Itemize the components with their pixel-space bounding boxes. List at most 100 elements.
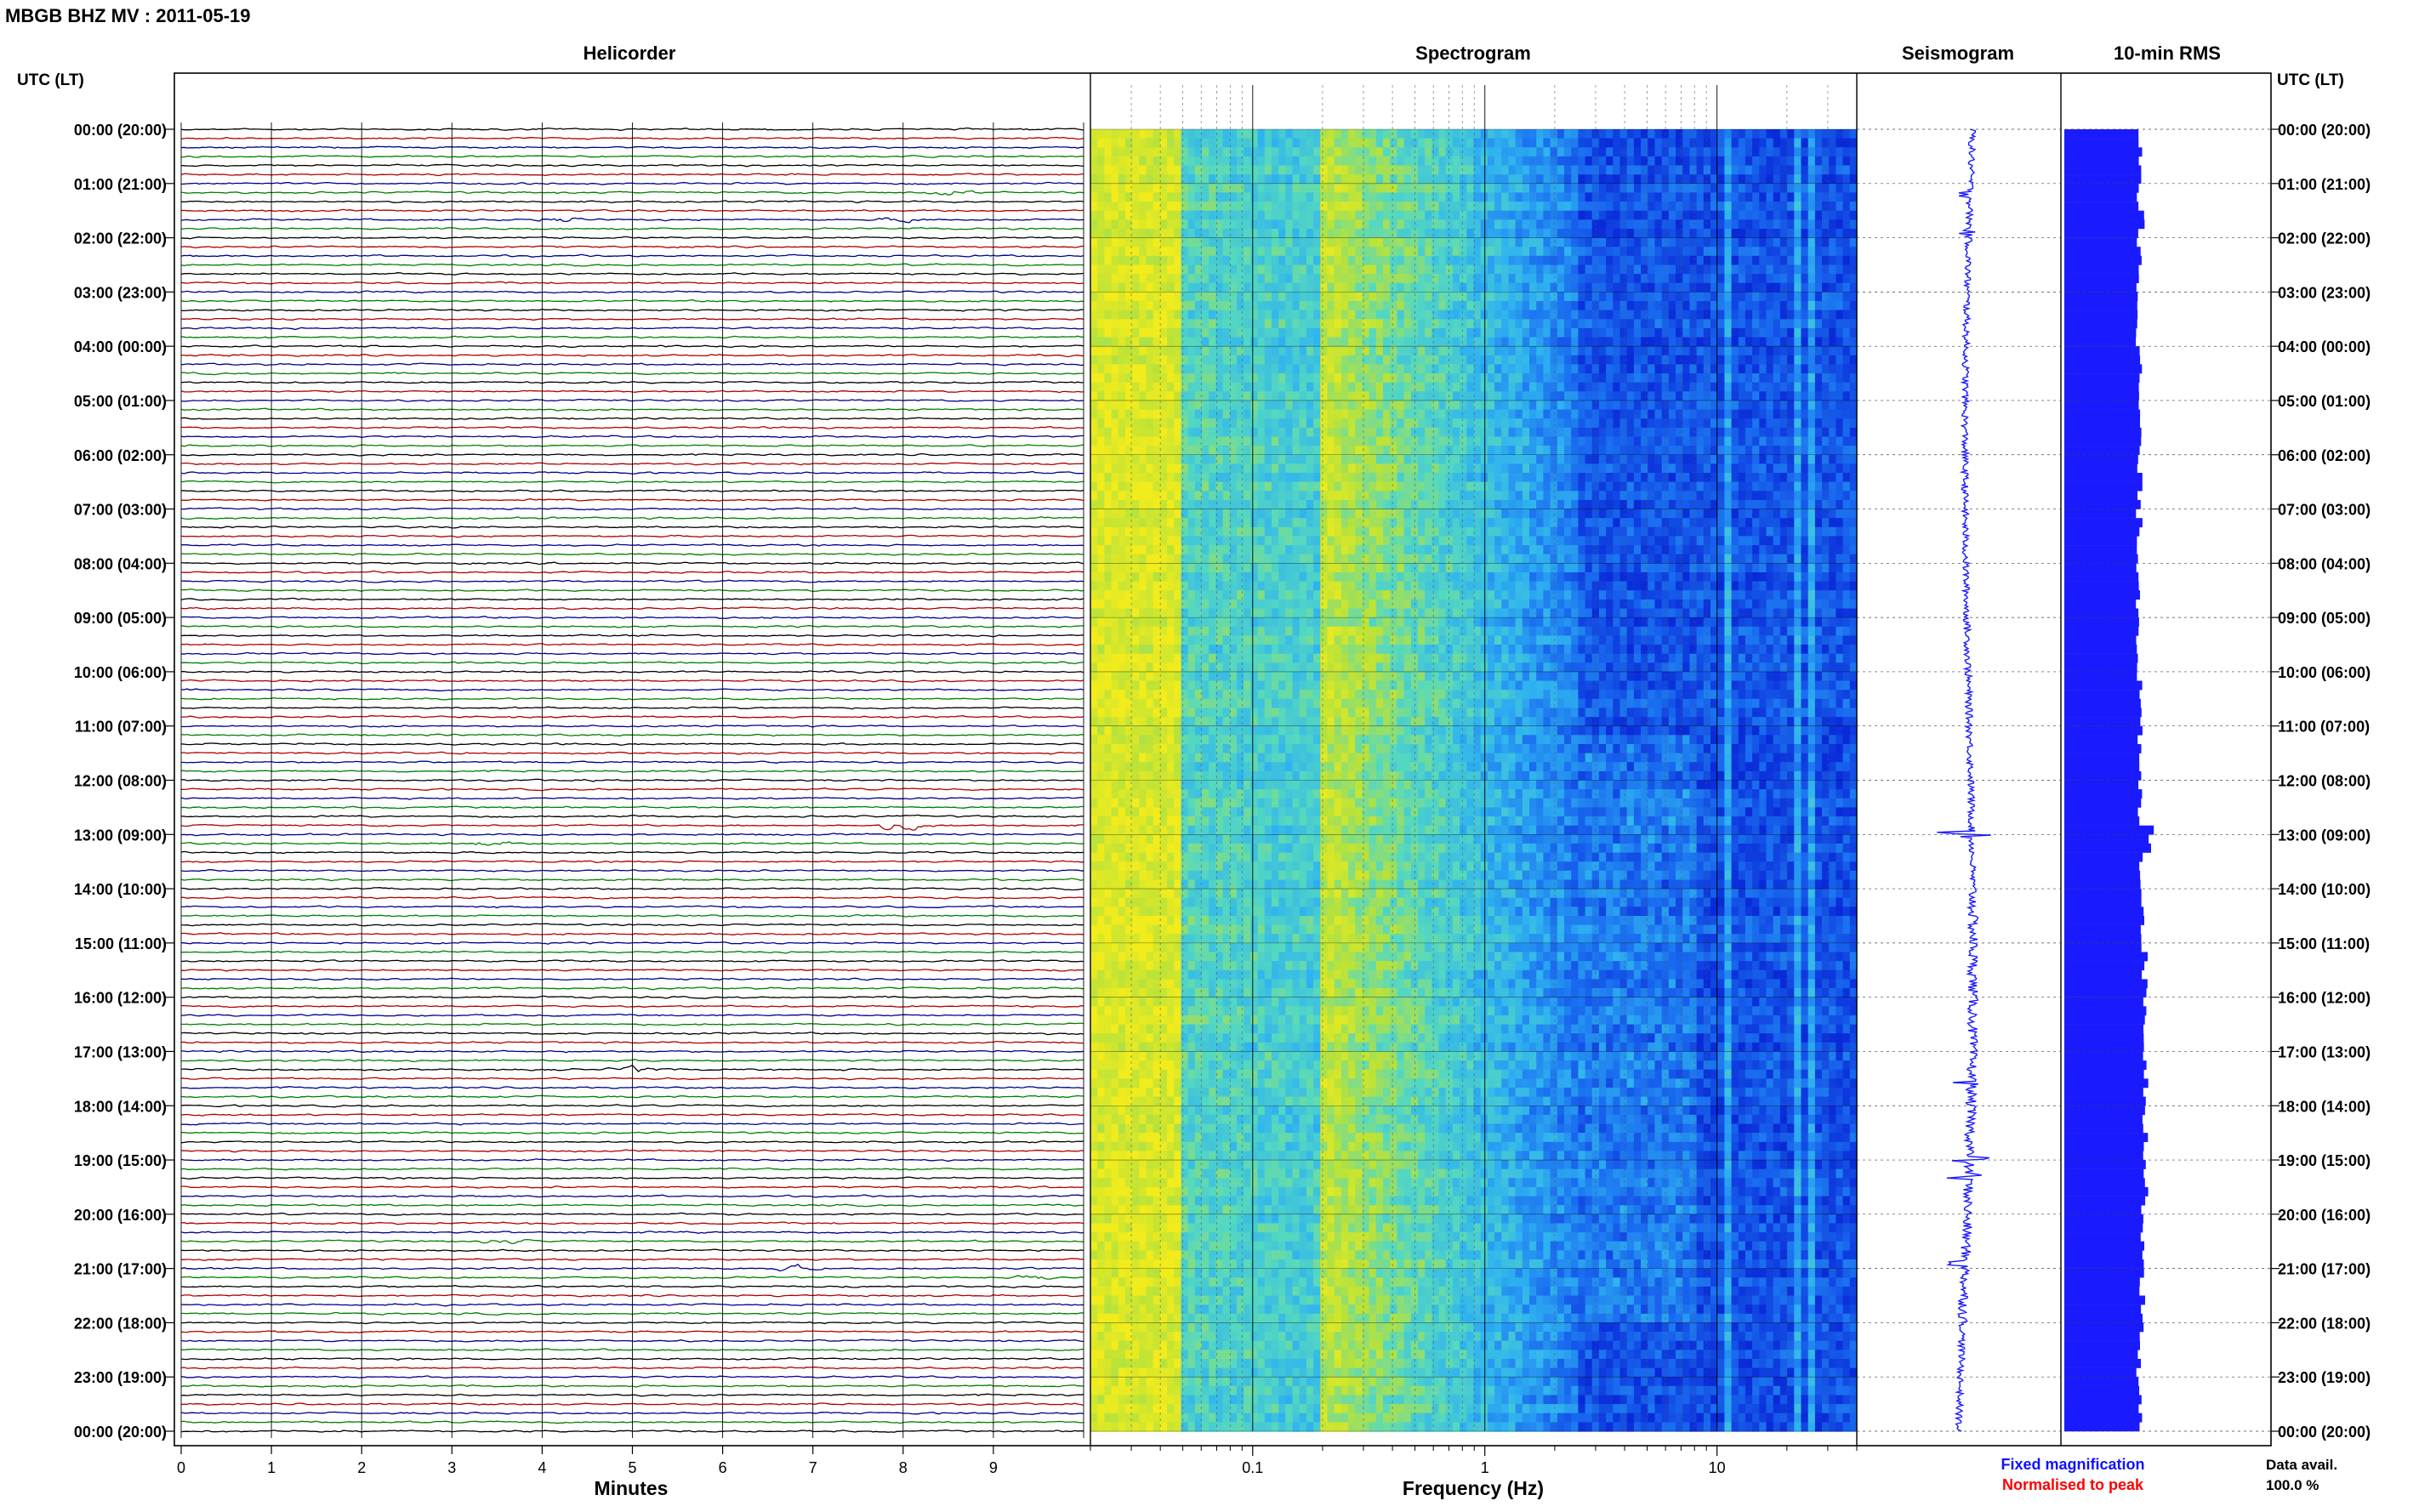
legend-fixed-magnification: Fixed magnification: [2001, 1456, 2144, 1473]
rms-bar: [2064, 526, 2140, 537]
rms-bar: [2064, 608, 2139, 618]
rms-bar: [2064, 165, 2142, 175]
rms-bar: [2064, 364, 2143, 374]
y-tick-label-left: 22:00 (18:00): [74, 1315, 167, 1332]
spectrogram-x-tick-label: 0.1: [1242, 1459, 1263, 1476]
rms-bar: [2064, 1277, 2140, 1287]
rms-bar: [2064, 310, 2138, 320]
seismogram-title: Seismogram: [1902, 43, 2014, 64]
rms-bar: [2064, 698, 2141, 708]
helicorder-title: Helicorder: [583, 43, 676, 64]
y-tick-label-left: 00:00 (20:00): [74, 1424, 167, 1441]
rms-bar: [2064, 292, 2138, 302]
rms-bar: [2064, 301, 2137, 310]
rms-bar: [2064, 454, 2138, 464]
y-tick-label-right: 05:00 (01:00): [2278, 393, 2371, 410]
rms-bar: [2064, 590, 2140, 600]
helicorder-x-tick-label: 1: [267, 1459, 276, 1476]
helicorder-panel: [180, 122, 1084, 1438]
y-tick-label-left: 19:00 (15:00): [74, 1152, 167, 1169]
rms-bar: [2064, 1377, 2139, 1387]
rms-bar: [2064, 247, 2141, 257]
rms-bar: [2064, 798, 2142, 808]
rms-bar: [2064, 1006, 2147, 1016]
y-tick-label-right: 06:00 (02:00): [2278, 447, 2371, 464]
data-avail-label: Data avail.: [2266, 1457, 2337, 1473]
y-tick-labels: 00:00 (20:00) 00:00 (20:00) 01:00 (21:00) 0…: [74, 122, 2371, 1441]
rms-bar: [2064, 174, 2142, 185]
rms-bar: [2064, 264, 2139, 275]
rms-bar: [2064, 1358, 2141, 1368]
rms-bar: [2064, 979, 2148, 989]
rms-bar: [2064, 1295, 2145, 1305]
y-tick-label-right: 17:00 (13:00): [2278, 1043, 2371, 1060]
helicorder-x-tick-label: 4: [538, 1459, 546, 1476]
y-tick-label-left: 13:00 (09:00): [74, 827, 167, 844]
rms-bar: [2064, 1060, 2147, 1070]
axes-frames: [166, 72, 2280, 1447]
y-tick-label-right: 13:00 (09:00): [2278, 827, 2371, 844]
rms-bar: [2064, 391, 2139, 401]
rms-bar: [2064, 1395, 2142, 1405]
x-tick-labels: 0 1 2 3 4 5 6 7 8 9 0.1 1 10: [177, 1446, 1858, 1476]
y-tick-label-right: 16:00 (12:00): [2278, 990, 2371, 1007]
y-tick-label-left: 09:00 (05:00): [74, 610, 167, 627]
rms-bar: [2064, 210, 2144, 220]
y-tick-label-left: 07:00 (03:00): [74, 502, 167, 519]
y-tick-label-left: 11:00 (07:00): [75, 719, 167, 736]
helicorder-x-tick-label: 8: [899, 1459, 908, 1476]
rms-bar: [2064, 861, 2140, 872]
spectrogram-x-tick-label: 1: [1481, 1459, 1489, 1476]
rms-bar: [2064, 807, 2138, 817]
rms-bar: [2064, 1332, 2140, 1341]
rms-bar: [2064, 789, 2143, 799]
rms-bar: [2064, 653, 2138, 663]
rms-bar: [2064, 690, 2140, 700]
rms-bar: [2064, 129, 2139, 139]
rms-bar: [2064, 1205, 2142, 1215]
y-tick-label-left: 15:00 (11:00): [75, 935, 167, 952]
rms-bar: [2064, 924, 2141, 935]
helicorder-x-tick-label: 0: [177, 1459, 185, 1476]
y-tick-label-left: 12:00 (08:00): [74, 773, 167, 790]
rms-bar: [2064, 961, 2145, 970]
rms-bar: [2064, 1422, 2140, 1432]
y-tick-label-right: 08:00 (04:00): [2278, 555, 2371, 572]
y-tick-label-left: 17:00 (13:00): [74, 1043, 167, 1060]
rms-bar: [2064, 554, 2138, 564]
rms-bar: [2064, 1141, 2144, 1151]
y-tick-label-right: 03:00 (23:00): [2278, 284, 2371, 301]
rms-bar: [2064, 255, 2142, 265]
rms-bar: [2064, 1367, 2137, 1378]
rms-bar: [2064, 563, 2137, 573]
rms-bar: [2064, 735, 2138, 745]
rms-bar: [2064, 834, 2149, 844]
rms-bar: [2064, 1268, 2144, 1278]
rms-bar: [2064, 897, 2142, 907]
rms-bar: [2064, 473, 2143, 482]
rms-bar: [2064, 337, 2137, 347]
rms-bar: [2064, 418, 2140, 429]
y-tick-label-right: 01:00 (21:00): [2278, 176, 2371, 193]
y-tick-label-right: 14:00 (10:00): [2278, 881, 2371, 898]
y-tick-label-left: 10:00 (06:00): [74, 664, 167, 681]
rms-bar: [2064, 599, 2137, 609]
rms-bar: [2064, 319, 2137, 329]
y-tick-label-right: 07:00 (03:00): [2278, 502, 2371, 519]
rms-bar: [2064, 1096, 2146, 1106]
rms-bar: [2064, 770, 2142, 781]
rms-bar: [2064, 1178, 2145, 1188]
spectrogram-panel: [1090, 85, 1858, 1432]
rms-bar: [2064, 1232, 2141, 1242]
y-tick-label-left: 00:00 (20:00): [74, 122, 167, 139]
y-tick-label-left: 23:00 (19:00): [74, 1369, 167, 1386]
rms-bar: [2064, 1223, 2143, 1233]
rms-bar: [2064, 237, 2137, 247]
rms-bar: [2064, 1404, 2139, 1413]
rms-bar: [2064, 1123, 2143, 1134]
rms-bar: [2064, 626, 2139, 636]
y-axis-title-left: UTC (LT): [17, 71, 84, 89]
rms-bar: [2064, 491, 2137, 501]
y-tick-label-left: 02:00 (22:00): [74, 230, 167, 247]
